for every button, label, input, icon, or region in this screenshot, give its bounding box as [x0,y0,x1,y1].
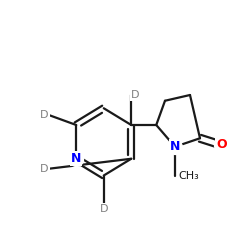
Text: D: D [40,110,49,120]
Text: O: O [216,138,226,151]
Text: D: D [131,90,140,100]
Text: N: N [170,140,180,153]
Text: N: N [71,152,82,165]
Text: CH₃: CH₃ [179,171,200,181]
Text: D: D [100,204,108,214]
Text: D: D [40,164,49,174]
